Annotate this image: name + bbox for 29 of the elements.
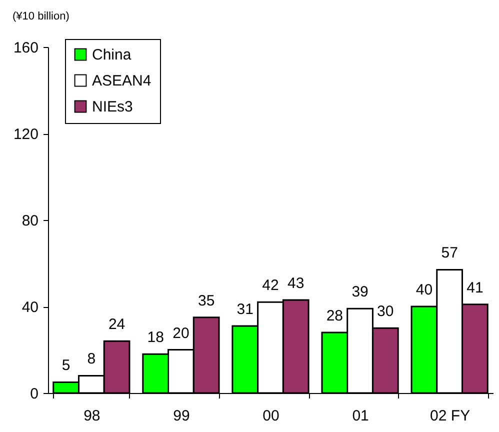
- data-label: 41: [466, 279, 484, 296]
- data-label: 18: [147, 329, 164, 346]
- x-tick-label: 99: [173, 408, 190, 424]
- y-axis-title: (¥10 billion): [12, 10, 70, 22]
- data-label: 30: [377, 303, 394, 320]
- data-label: 8: [87, 350, 96, 368]
- data-label: 42: [262, 277, 279, 294]
- data-label: 28: [326, 307, 344, 324]
- x-tick-label: 01: [352, 408, 369, 424]
- data-label: 5: [62, 357, 70, 374]
- y-tick-label: 0: [30, 386, 38, 402]
- y-tick-label: 120: [13, 126, 38, 143]
- data-label: 57: [441, 244, 458, 262]
- legend-label: NIEs3: [92, 98, 133, 116]
- data-label: 40: [416, 282, 433, 298]
- x-tick-label: 98: [84, 408, 100, 424]
- data-label: 20: [172, 324, 190, 342]
- legend-label: ASEAN4: [92, 72, 152, 90]
- y-tick-label: 40: [22, 299, 38, 316]
- x-tick-label: 02 FY: [430, 408, 470, 424]
- data-label: 35: [198, 292, 215, 310]
- y-tick-label: 80: [22, 212, 38, 230]
- data-label: 31: [236, 300, 254, 318]
- data-label: 43: [288, 275, 304, 292]
- legend-label: China: [92, 46, 132, 64]
- x-tick-label: 00: [262, 408, 280, 424]
- data-label: 24: [108, 316, 126, 334]
- y-tick-label: 160: [13, 40, 38, 56]
- data-label: 39: [352, 284, 368, 301]
